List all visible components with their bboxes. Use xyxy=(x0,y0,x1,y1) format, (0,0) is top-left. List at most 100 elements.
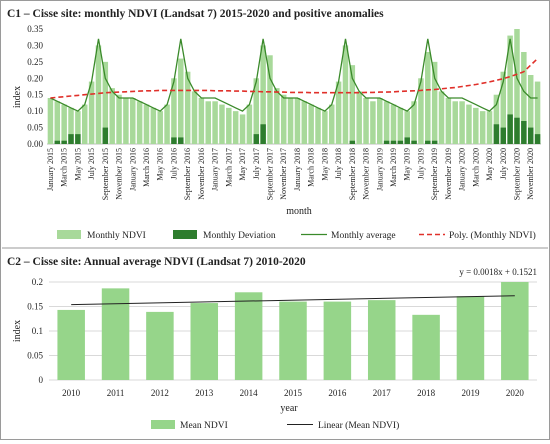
c2-ytick-label: 0.2 xyxy=(32,277,43,287)
c1-bar-ndvi xyxy=(130,98,136,144)
c1-bar-deviation xyxy=(171,137,177,144)
c1-bar-deviation xyxy=(390,140,397,144)
c1-bar-ndvi xyxy=(54,101,61,144)
c2-trend-line xyxy=(71,295,515,306)
c1-bar-deviation xyxy=(178,137,184,144)
c1-bar-ndvi xyxy=(171,78,177,144)
c2-ytick-label: 0 xyxy=(39,375,44,385)
c2-ylabel: index xyxy=(12,320,23,342)
c1-xtick-label: March 2019 xyxy=(389,148,398,187)
c1-bar-ndvi xyxy=(479,111,486,144)
c1-bar-deviation xyxy=(102,127,109,144)
c1-legend: Monthly NDVI Monthly Deviation Monthly ave… xyxy=(57,230,536,241)
c1-bar-ndvi xyxy=(514,29,520,144)
c1-xtick-label: January 2015 xyxy=(46,148,55,191)
c1-ytick-label: 0.25 xyxy=(27,57,43,67)
c1-bar-ndvi xyxy=(75,111,81,144)
c1-xtick-label: January 2019 xyxy=(375,148,384,191)
c1-xtick-label: November 2016 xyxy=(197,148,206,200)
c2-xtick-label: 2015 xyxy=(284,388,303,398)
c1-xtick-label: July 2019 xyxy=(416,148,425,179)
c1-bar-ndvi xyxy=(164,104,170,144)
c1-bar-ndvi xyxy=(349,65,356,144)
c1-bar-ndvi xyxy=(246,104,253,144)
c1-bar-ndvi xyxy=(486,111,493,144)
c1-bar-ndvi xyxy=(500,71,507,144)
c1-bar-ndvi xyxy=(287,98,294,144)
c1-bar-ndvi xyxy=(301,101,308,144)
c1-xtick-label: May 2019 xyxy=(403,148,412,181)
c2-bar xyxy=(57,309,85,380)
c2-trend-equation: y = 0.0018x + 0.1521 xyxy=(459,267,537,277)
c1-xlabel: month xyxy=(286,206,312,217)
c2-bar xyxy=(279,301,307,380)
c1-xtick-label: November 2019 xyxy=(444,148,453,200)
c2-xtick-label: 2012 xyxy=(151,388,169,398)
c1-ytick-label: 0.15 xyxy=(27,90,43,100)
c1-bar-deviation xyxy=(404,137,410,144)
c1-bar-ndvi xyxy=(157,111,163,144)
c1-bar-ndvi xyxy=(466,104,472,144)
c1-bar-ndvi xyxy=(521,52,527,144)
c1-bar-ndvi xyxy=(198,98,205,144)
c1-xtick-label: September 2016 xyxy=(183,148,192,200)
c1-bar-ndvi xyxy=(315,107,321,144)
c1-bar-ndvi xyxy=(280,94,287,144)
c2-xtick-label: 2014 xyxy=(240,388,259,398)
c1-bar-ndvi xyxy=(212,101,218,144)
c1-xtick-label: September 2019 xyxy=(430,148,439,200)
c1-bar-ndvi xyxy=(308,104,314,144)
c2-xtick-label: 2018 xyxy=(417,388,436,398)
c2-legend-label: Linear (Mean NDVI) xyxy=(318,420,399,431)
c1-bar-ndvi xyxy=(95,45,102,144)
c2-legend-swatch xyxy=(151,420,175,429)
c1-xtick-label: January 2017 xyxy=(211,148,220,191)
c1-bar-ndvi xyxy=(116,94,122,144)
c1-xtick-label: July 2017 xyxy=(252,148,261,179)
c1-bar-deviation xyxy=(397,140,404,144)
c1-bar-deviation xyxy=(383,140,390,144)
c1-xtick-label: September 2017 xyxy=(265,148,274,200)
c1-bar-ndvi xyxy=(239,114,246,144)
c1-bar-ndvi xyxy=(47,98,54,144)
c1-line-poly-trend xyxy=(50,58,539,99)
c1-xtick-label: May 2016 xyxy=(156,148,165,181)
c2-xlabel: year xyxy=(280,403,298,414)
c1-bar-ndvi xyxy=(260,45,266,144)
c1-xtick-label: January 2018 xyxy=(293,148,302,191)
c1-xtick-label: March 2016 xyxy=(142,148,151,187)
c1-xtick-label: September 2015 xyxy=(101,148,110,200)
c1-xtick-label: January 2020 xyxy=(458,148,467,191)
c1-legend-label: Poly. (Monthly NDVI) xyxy=(449,230,536,241)
c1-bar-ndvi xyxy=(232,111,239,144)
c1-bar-ndvi xyxy=(356,91,362,144)
c1-xtick-label: July 2020 xyxy=(499,148,508,179)
c1-legend-swatch xyxy=(173,230,197,239)
c1-xtick-label: July 2018 xyxy=(334,148,343,179)
c1-ytick-label: 0.35 xyxy=(27,24,43,34)
c1-bar-deviation xyxy=(527,127,534,144)
c1-xtick-label: July 2015 xyxy=(87,148,96,179)
c1-title: C1 – Cisse site: monthly NDVI (Landsat 7… xyxy=(7,8,384,20)
c1-bar-ndvi xyxy=(68,107,74,144)
c1-xtick-label: May 2017 xyxy=(238,148,247,181)
c1-xtick-label: May 2015 xyxy=(73,148,82,181)
c1-bar-deviation xyxy=(500,127,507,144)
c1-bar-ndvi xyxy=(397,107,404,144)
c1-bar-deviation xyxy=(431,140,438,144)
c1-bar-ndvi xyxy=(191,91,198,144)
c1-bar-ndvi xyxy=(452,101,458,144)
c1-bar-ndvi xyxy=(377,98,383,144)
c1-bar-deviation xyxy=(514,117,520,144)
c1-bar-ndvi xyxy=(61,104,67,144)
c2-xtick-label: 2010 xyxy=(62,388,81,398)
c1-bar-ndvi xyxy=(534,81,541,144)
c1-line-monthly-average xyxy=(50,38,538,112)
c2-xtick-label: 2019 xyxy=(461,388,480,398)
c1-bar-ndvi xyxy=(253,78,260,144)
c1-bar-deviation xyxy=(349,140,356,144)
c1-bar-ndvi xyxy=(438,91,445,144)
c1-bar-ndvi xyxy=(335,81,342,144)
c1-bar-ndvi xyxy=(342,45,349,144)
